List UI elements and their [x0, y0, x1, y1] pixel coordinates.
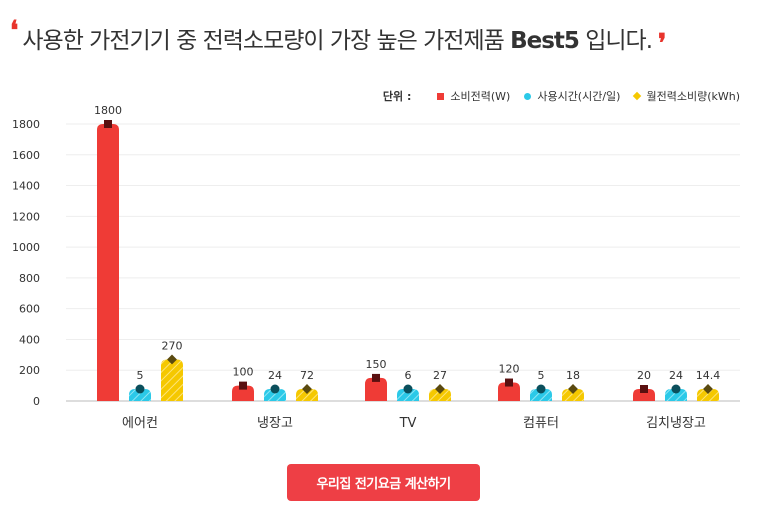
- data-label: 24: [268, 369, 282, 382]
- y-tick-label: 1800: [12, 118, 40, 131]
- data-point-marker: [403, 384, 413, 394]
- bar-hours: [129, 389, 151, 401]
- y-tick-label: 1000: [12, 241, 40, 254]
- quote-open-icon: ❛: [10, 16, 19, 46]
- y-tick-label: 0: [33, 395, 40, 408]
- bar-power: [97, 124, 119, 401]
- bar-hours: [397, 389, 419, 401]
- legend-label-hours: 사용시간(시간/일): [537, 90, 621, 103]
- data-label: 27: [433, 369, 447, 382]
- data-label: 5: [137, 369, 144, 382]
- diamond-marker-icon: [633, 91, 642, 101]
- quote-close-icon: ❜: [658, 29, 667, 59]
- data-label: 20: [637, 369, 651, 382]
- data-point-marker: [135, 384, 145, 394]
- data-label: 1800: [94, 104, 122, 117]
- bar-monthly: [429, 389, 451, 401]
- legend-entry-hours: 사용시간(시간/일): [524, 88, 620, 104]
- x-category-label: 에어컨: [122, 416, 158, 431]
- data-label: 100: [233, 366, 254, 379]
- data-point-marker: [640, 385, 648, 393]
- data-point-marker: [239, 381, 247, 390]
- data-point-marker: [435, 384, 445, 394]
- bar-hours: [264, 389, 286, 401]
- data-label: 24: [669, 369, 683, 382]
- data-point-marker: [536, 384, 546, 394]
- legend-unit-label: 단위 :: [382, 90, 412, 103]
- bar-monthly: [562, 389, 584, 401]
- data-label: 270: [162, 339, 183, 352]
- data-label: 72: [300, 369, 314, 382]
- y-tick-label: 1400: [12, 180, 40, 193]
- data-point-marker: [302, 384, 312, 394]
- data-point-marker: [568, 384, 578, 394]
- chart-legend: 단위 : 소비전력(W) 사용시간(시간/일) 월전력소비량(kWh): [383, 88, 740, 104]
- headline: ❛ 사용한 가전기기 중 전력소모량이 가장 높은 가전제품 Best5 입니다…: [10, 18, 750, 58]
- data-point-marker: [703, 384, 713, 394]
- bar-chart: 0 200 400 600 800 1000 1200 1400 1600 1800 1800 5 27…: [12, 104, 740, 431]
- data-label: 120: [499, 363, 520, 376]
- bar-power: [498, 382, 520, 401]
- y-tick-label: 600: [19, 303, 40, 316]
- square-marker-icon: [437, 92, 445, 100]
- legend-label-power: 소비전력(W): [450, 90, 511, 103]
- data-label: 6: [405, 369, 412, 382]
- x-category-label: 냉장고: [257, 416, 293, 431]
- y-tick-label: 800: [19, 272, 40, 285]
- x-category-label: 김치냉장고: [646, 416, 706, 431]
- bar-monthly: [296, 389, 318, 401]
- data-label: 14.4: [696, 369, 721, 382]
- data-point-marker: [671, 384, 681, 394]
- y-tick-label: 1200: [12, 210, 40, 223]
- legend-label-monthly: 월전력소비량(kWh): [646, 90, 740, 103]
- data-point-marker: [505, 378, 513, 387]
- bar-power: [633, 389, 655, 401]
- circle-marker-icon: [524, 92, 532, 100]
- data-point-marker: [167, 354, 177, 365]
- calculate-bill-button[interactable]: 우리집 전기요금 계산하기: [287, 464, 480, 501]
- bar-hours: [530, 389, 552, 401]
- y-tick-label: 400: [19, 333, 40, 346]
- data-label: 150: [366, 358, 387, 371]
- x-category-label: TV: [399, 416, 417, 431]
- y-tick-label: 1600: [12, 149, 40, 162]
- bar-power: [365, 377, 387, 401]
- data-point-marker: [372, 373, 380, 382]
- bar-monthly: [161, 359, 183, 401]
- data-point-marker: [270, 384, 280, 394]
- title-emphasis: Best5: [510, 28, 580, 54]
- data-label: 18: [566, 369, 580, 382]
- legend-entry-power: 소비전력(W): [437, 88, 510, 104]
- data-label: 5: [538, 369, 545, 382]
- x-category-label: 컴퓨터: [523, 416, 559, 431]
- page-title: 사용한 가전기기 중 전력소모량이 가장 높은 가전제품 Best5 입니다.: [22, 28, 653, 54]
- bar-hours: [665, 389, 687, 401]
- data-point-marker: [104, 120, 112, 128]
- legend-entry-monthly: 월전력소비량(kWh): [633, 88, 740, 104]
- bar-monthly: [697, 389, 719, 401]
- y-tick-label: 200: [19, 364, 40, 377]
- bar-power: [232, 385, 254, 401]
